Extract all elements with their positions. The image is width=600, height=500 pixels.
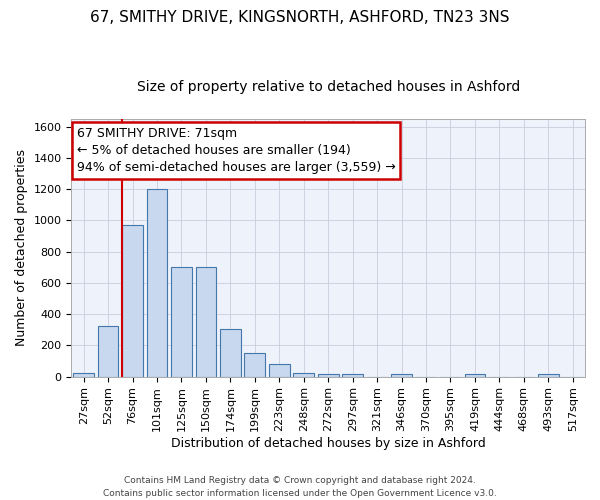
Bar [171,267,192,376]
Y-axis label: Number of detached properties: Number of detached properties [15,149,28,346]
Bar [73,372,94,376]
Bar [464,374,485,376]
Text: 67, SMITHY DRIVE, KINGSNORTH, ASHFORD, TN23 3NS: 67, SMITHY DRIVE, KINGSNORTH, ASHFORD, T… [90,10,510,25]
Bar [269,364,290,376]
Bar [146,189,167,376]
Bar [220,329,241,376]
Bar [122,225,143,376]
Bar [244,353,265,376]
X-axis label: Distribution of detached houses by size in Ashford: Distribution of detached houses by size … [171,437,485,450]
Bar [342,374,363,376]
Bar [98,326,118,376]
Text: Contains HM Land Registry data © Crown copyright and database right 2024.
Contai: Contains HM Land Registry data © Crown c… [103,476,497,498]
Text: 67 SMITHY DRIVE: 71sqm
← 5% of detached houses are smaller (194)
94% of semi-det: 67 SMITHY DRIVE: 71sqm ← 5% of detached … [77,126,395,174]
Bar [293,372,314,376]
Bar [538,374,559,376]
Bar [196,267,217,376]
Title: Size of property relative to detached houses in Ashford: Size of property relative to detached ho… [137,80,520,94]
Bar [318,374,338,376]
Bar [391,374,412,376]
